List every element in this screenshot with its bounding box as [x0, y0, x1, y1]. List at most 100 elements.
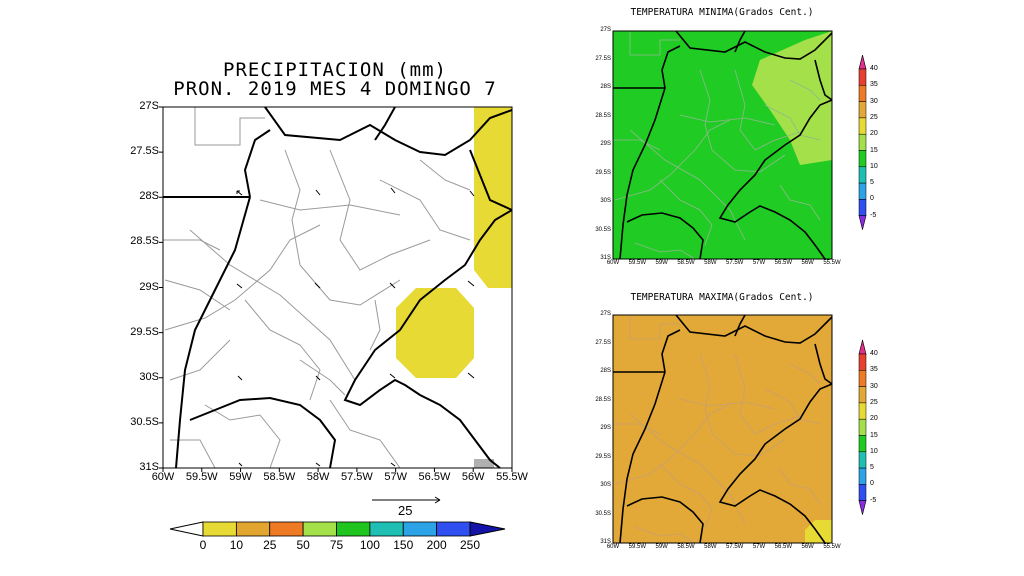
min_map-lon-tick: 58W — [704, 260, 717, 266]
max_map-lon-tick: 58W — [704, 544, 717, 550]
temp-colorbar-label: 35 — [870, 366, 878, 374]
min_map-lat-tick: 29S — [600, 141, 611, 147]
temp-colorbar-label: 10 — [870, 447, 878, 455]
min_map-lon-tick: 59W — [655, 260, 668, 266]
min_map-lon-tick: 56W — [801, 260, 814, 266]
temp-colorbar-segment — [858, 386, 867, 404]
no-data-patch — [474, 459, 494, 468]
max_map-lat-tick: 28S — [600, 368, 611, 374]
temp-colorbar-label: 20 — [870, 130, 878, 138]
colorbar-label: 100 — [359, 538, 380, 552]
temp-colorbar-segment — [858, 166, 867, 184]
lat-tick-label: 28S — [139, 190, 159, 203]
temp-colorbar-segment — [858, 418, 867, 436]
temp-colorbar-label: 5 — [870, 464, 874, 472]
temp-colorbar-segment — [858, 150, 867, 168]
min_map-lon-tick: 56.5W — [774, 260, 792, 266]
lat-tick-label: 27S — [139, 100, 159, 112]
temp-colorbar-segment — [858, 68, 867, 86]
min_map-lon-tick: 57W — [752, 260, 766, 266]
min_map-lat-tick: 31S — [600, 255, 611, 261]
precip-area-east — [474, 107, 512, 288]
temp-colorbar-segment — [858, 117, 867, 135]
temp-colorbar-segment — [858, 484, 867, 501]
lat-tick-label: 29S — [139, 280, 159, 293]
temp-colorbar-label: 15 — [870, 146, 878, 154]
temp-colorbar-top-arrow — [858, 54, 867, 70]
min_map-lat-tick: 27S — [600, 27, 611, 33]
temp-colorbar-label: 15 — [870, 431, 878, 439]
min_map-lat-tick: 30.5S — [595, 226, 611, 233]
colorbar-label: 75 — [329, 538, 344, 552]
colorbar-right-arrow — [469, 521, 506, 537]
temp-colorbar-bottom-arrow — [858, 500, 867, 515]
temp-colorbar-label: 40 — [870, 65, 878, 72]
min_map-lon-tick: 59.5W — [628, 260, 646, 266]
temp-colorbar-label: 35 — [870, 81, 878, 89]
max_map-lon-tick: 55.5W — [823, 544, 841, 550]
max_map-lat-tick: 29.5S — [595, 453, 611, 460]
temp-colorbar-segment — [858, 199, 867, 216]
precip-area-center — [396, 288, 474, 378]
lat-tick-label: 30S — [139, 370, 159, 383]
max_map-lat-tick: 27S — [600, 311, 611, 317]
lat-tick-label: 27.5S — [130, 145, 159, 158]
lon-tick-label: 59W — [229, 471, 252, 483]
temp-colorbar-label: 40 — [870, 350, 878, 357]
colorbar-label: 50 — [296, 538, 310, 552]
max_map-lon-tick: 57W — [752, 544, 766, 550]
lon-tick-label: 59.5W — [185, 471, 218, 483]
reference-vector — [372, 496, 441, 504]
temp-colorbar-label: -5 — [870, 211, 877, 219]
temp-colorbar-segment — [858, 370, 867, 387]
temp-colorbar-segment — [858, 435, 867, 453]
lon-tick-label: 56.5W — [418, 471, 451, 483]
min-temp-warm-area — [752, 31, 832, 165]
lat-tick-label: 31S — [139, 461, 159, 473]
main-map-title-line1: PRECIPITACION (mm) — [223, 59, 447, 81]
temp-colorbar-label: 25 — [870, 398, 878, 406]
min_map-lat-tick: 29.5S — [595, 169, 611, 176]
min_map-lon-tick: 58.5W — [677, 260, 695, 266]
max_map-lon-tick: 58.5W — [677, 544, 695, 550]
min_map-lat-tick: 30S — [600, 198, 611, 204]
wind-vectors — [236, 187, 475, 467]
lon-tick-label: 55.5W — [496, 471, 528, 483]
max_map-lon-tick: 59.5W — [628, 544, 646, 550]
temp-colorbar-segment — [858, 451, 867, 469]
temp-colorbar-segment — [858, 353, 867, 371]
max_map-lat-tick: 30S — [600, 482, 611, 488]
lon-tick-label: 57W — [384, 471, 407, 483]
max_map-lon-tick: 59W — [655, 544, 668, 550]
temp-colorbar-label: 20 — [870, 415, 878, 423]
temp-colorbar-label: 0 — [870, 480, 874, 488]
colorbar-label: 200 — [426, 538, 447, 552]
colorbar-label: 0 — [199, 538, 207, 552]
temp-colorbar-segment — [858, 85, 867, 102]
max_map-lat-tick: 29S — [600, 425, 611, 431]
temp-colorbar-label: 0 — [870, 195, 874, 203]
temp-colorbar-segment — [858, 182, 867, 200]
colorbar-label: 250 — [459, 538, 481, 552]
temp-colorbar-label: 5 — [870, 179, 874, 187]
max_map-lon-tick: 60W — [606, 544, 620, 550]
max_map-lat-tick: 30.5S — [595, 510, 611, 517]
min_map-lon-tick: 60W — [606, 260, 620, 266]
lon-tick-label: 60W — [151, 471, 175, 483]
min_map-lon-tick: 57.5W — [725, 260, 744, 266]
lon-tick-label: 57.5W — [340, 471, 373, 483]
min_map-lon-tick: 55.5W — [823, 260, 841, 266]
lon-tick-label: 58W — [306, 471, 330, 483]
temp-colorbar-bottom-arrow — [858, 215, 867, 230]
min_map-lat-tick: 27.5S — [595, 55, 611, 62]
main-map-title-line2: PRON. 2019 MES 4 DOMINGO 7 — [173, 78, 497, 100]
max-temp-title: TEMPERATURA MAXIMA(Grados Cent.) — [630, 292, 814, 303]
lat-tick-label: 28.5S — [130, 235, 159, 248]
reference-vector-label: 25 — [398, 503, 413, 518]
temp-colorbar-top-arrow — [858, 339, 867, 355]
colorbar-label: 150 — [393, 538, 414, 552]
